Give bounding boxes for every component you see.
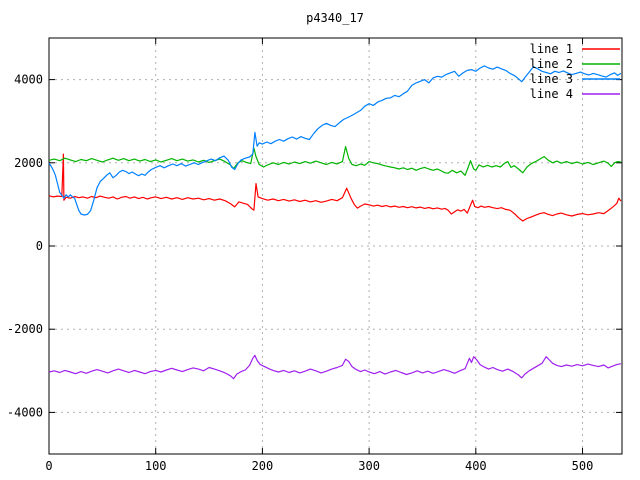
x-tick-label: 400 [465,459,487,473]
x-tick-label: 0 [45,459,52,473]
legend-label-2: line 2 [530,57,573,71]
x-tick-label: 100 [145,459,167,473]
x-tick-label: 200 [252,459,274,473]
series-3-line [48,65,622,216]
series-1-line [48,153,622,222]
x-tick-label: 500 [572,459,594,473]
chart-title: p4340_17 [306,11,364,25]
legend-label-3: line 3 [530,72,573,86]
y-tick-label: -2000 [7,322,43,336]
series-2-line [48,146,621,176]
y-tick-label: 0 [36,239,43,253]
y-tick-label: 4000 [14,73,43,87]
x-tick-label: 300 [358,459,380,473]
legend-label-4: line 4 [530,87,573,101]
y-tick-label: 2000 [14,156,43,170]
legend-label-1: line 1 [530,42,573,56]
series-4-line [48,354,622,380]
y-tick-label: -4000 [7,405,43,419]
